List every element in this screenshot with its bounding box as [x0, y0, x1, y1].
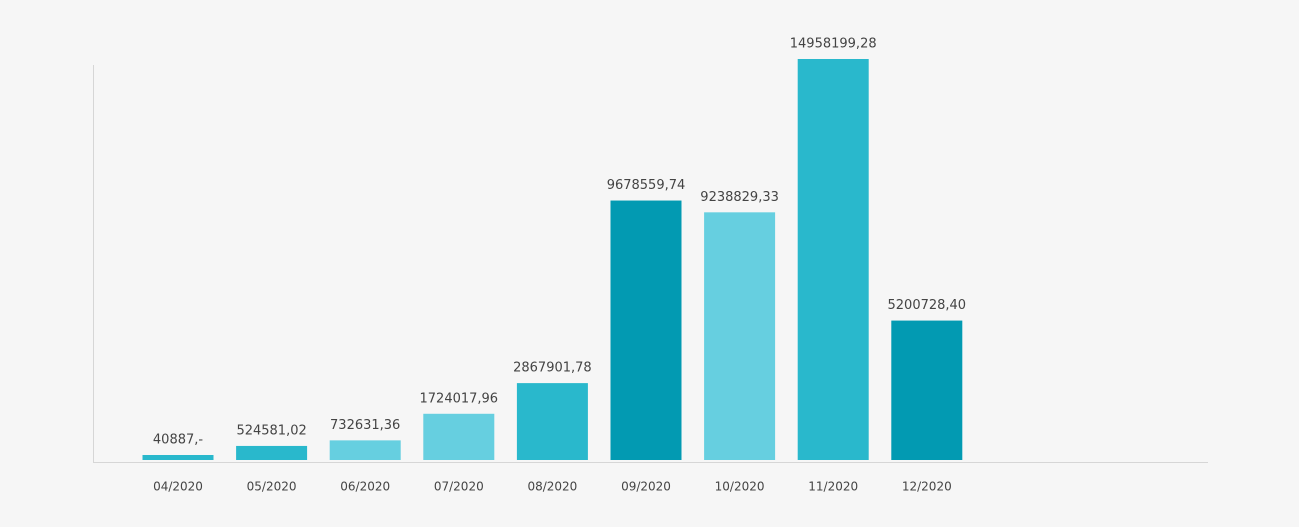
- value-label: 524581,02: [236, 423, 306, 438]
- x-tick-label: 05/2020: [247, 480, 297, 494]
- bar: [329, 440, 401, 460]
- x-tick-label: 10/2020: [715, 480, 765, 494]
- value-label: 5200728,40: [888, 298, 967, 313]
- bar: [704, 212, 776, 460]
- x-tick-label: 07/2020: [434, 480, 484, 494]
- x-tick-label: 04/2020: [153, 480, 203, 494]
- bar: [236, 445, 308, 460]
- value-label: 1724017,96: [420, 391, 499, 406]
- bar: [797, 59, 869, 460]
- x-tick-label: 08/2020: [527, 480, 577, 494]
- value-label: 9238829,33: [700, 190, 779, 205]
- value-label: 9678559,74: [607, 178, 686, 193]
- bar: [516, 383, 588, 460]
- x-tick-label: 09/2020: [621, 480, 671, 494]
- bar: [142, 455, 214, 460]
- value-label: 14958199,28: [790, 37, 877, 52]
- x-tick-label: 11/2020: [808, 480, 858, 494]
- x-tick-label: 12/2020: [902, 480, 952, 494]
- value-label: 40887,-: [153, 433, 203, 448]
- bar: [891, 320, 963, 460]
- value-label: 732631,36: [330, 418, 400, 433]
- x-tick-label: 06/2020: [340, 480, 390, 494]
- bar: [610, 200, 682, 460]
- value-label: 2867901,78: [513, 361, 592, 376]
- bar: [423, 413, 495, 460]
